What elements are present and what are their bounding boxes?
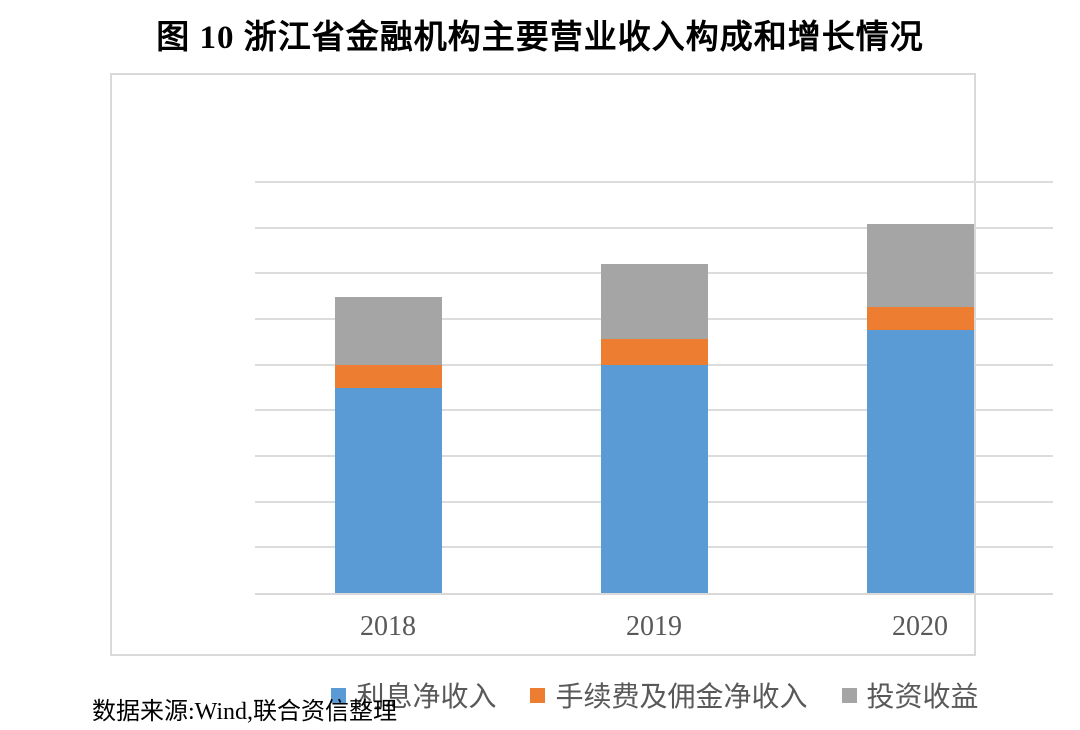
segment-interest-income xyxy=(600,365,708,593)
bar-2018 xyxy=(334,296,442,593)
legend-label-investment-income: 投资收益 xyxy=(866,682,979,713)
bar-2020 xyxy=(866,223,974,593)
legend: 利息净收入 手续费及佣金净收入 投资收益 xyxy=(222,675,1080,715)
segment-interest-income xyxy=(866,330,974,593)
legend-swatch-interest-income xyxy=(331,687,347,703)
legend-item-fee-commission-income: 手续费及佣金净收入 xyxy=(530,675,808,715)
segment-interest-income xyxy=(334,388,442,593)
x-label-2019: 2019 xyxy=(626,611,682,642)
gridline xyxy=(255,180,1053,183)
segment-investment-income xyxy=(334,296,442,366)
source-note: 数据来源:Wind,联合资信整理 xyxy=(92,699,398,725)
figure-title: 图 10 浙江省金融机构主要营业收入构成和增长情况 xyxy=(156,20,924,56)
legend-item-interest-income: 利息净收入 xyxy=(331,675,496,715)
legend-swatch-investment-income xyxy=(841,687,857,703)
x-label-2020: 2020 xyxy=(892,611,948,642)
bar-2019 xyxy=(600,263,708,593)
segment-investment-income xyxy=(866,223,974,308)
x-label-2018: 2018 xyxy=(360,611,416,642)
x-axis-labels: 2018 2019 2020 xyxy=(255,611,1053,643)
legend-label-fee-commission-income: 手续费及佣金净收入 xyxy=(555,682,808,713)
segment-fee-commission-income xyxy=(334,365,442,389)
segment-fee-commission-income xyxy=(866,307,974,331)
chart-frame: 2018 2019 2020 利息净收入 手续费及佣金净收入 投资收益 xyxy=(110,73,1053,713)
legend-label-interest-income: 利息净收入 xyxy=(356,682,497,713)
plot-area xyxy=(255,180,1053,595)
gridline xyxy=(255,226,1053,229)
legend-item-investment-income: 投资收益 xyxy=(841,675,979,715)
segment-investment-income xyxy=(600,263,708,339)
segment-fee-commission-income xyxy=(600,338,708,366)
legend-swatch-fee-commission-income xyxy=(530,687,546,703)
bars-row xyxy=(255,182,1053,593)
